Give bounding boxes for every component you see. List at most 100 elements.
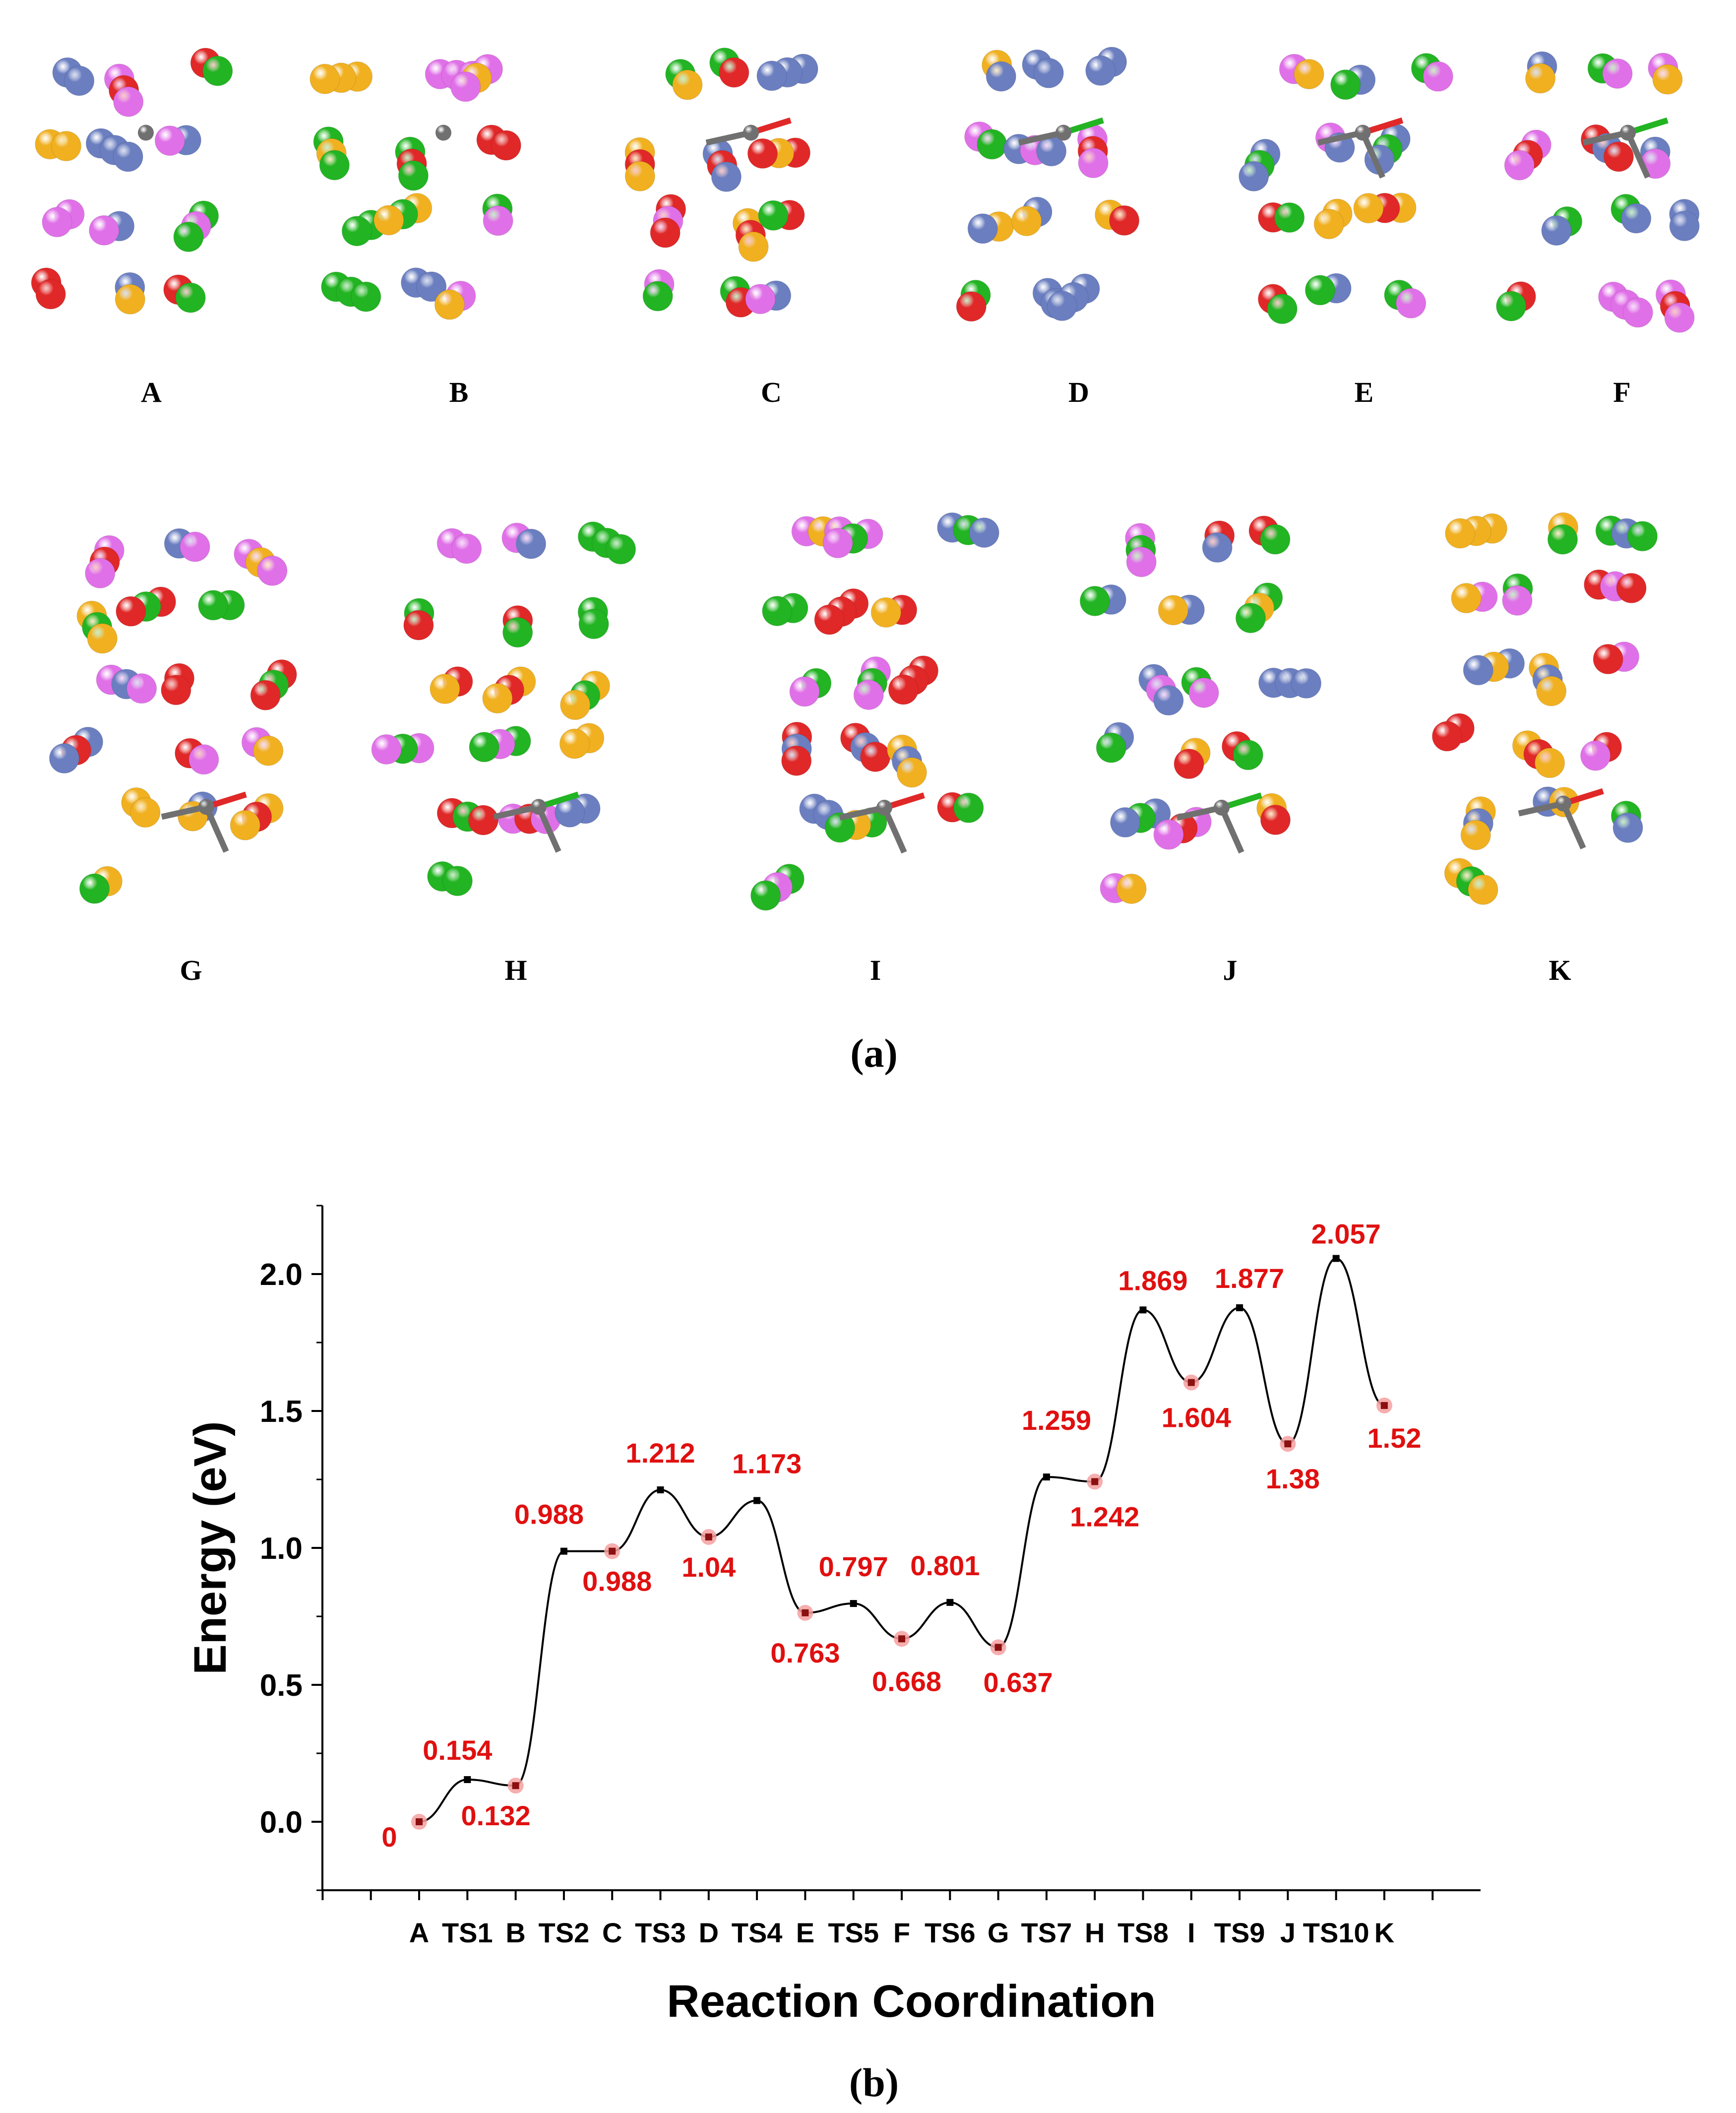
atom [1451,583,1482,614]
data-point [946,1599,954,1606]
atom [606,534,636,565]
data-label: 1.173 [732,1448,802,1479]
atom [745,284,776,315]
atom [1126,547,1157,577]
atom [1423,61,1453,92]
atom [1504,150,1535,181]
atom [1525,63,1556,94]
atom [1174,749,1204,779]
structure-H: H [371,521,636,986]
atom [560,690,591,720]
data-label: 1.869 [1118,1265,1187,1296]
atom [1669,211,1700,242]
atom [175,282,206,313]
atom [896,757,927,788]
atom [977,129,1007,160]
structure-G: G [49,528,297,986]
atom [1496,291,1527,321]
x-tick-label: J [1280,1917,1296,1948]
atom [860,741,891,772]
atom [624,161,655,192]
structure-label: K [1549,954,1571,986]
panel-a-structures: A B C D E F G H I J K [31,47,1700,986]
atom [51,131,81,162]
atom [89,215,120,246]
x-tick-label: B [505,1917,525,1948]
atom [1153,819,1184,850]
carbon-atom [1620,125,1636,141]
atom [672,69,703,100]
atom [442,866,473,896]
data-point [898,1635,905,1643]
x-tick-label: A [409,1917,429,1948]
atom [1536,676,1567,706]
atom [1079,585,1110,616]
data-label: 0.637 [984,1666,1053,1698]
data-label: 0 [381,1821,397,1853]
atom [434,289,465,320]
atom [113,141,143,172]
atom [1664,302,1695,333]
structure-label: C [761,376,782,408]
energy-curve [419,1257,1385,1823]
data-point [753,1497,761,1504]
atom [814,604,845,635]
atom [967,213,998,244]
data-point [1139,1306,1147,1314]
atom [1463,655,1493,686]
atom [1460,820,1491,850]
atom [253,735,284,766]
atom [341,216,372,247]
atom [1267,294,1298,324]
atom [1260,524,1291,555]
atom [502,617,533,648]
atom [79,873,110,904]
atom [1445,518,1476,549]
atom [35,279,66,310]
atom [1627,521,1658,552]
bond [1219,806,1244,854]
y-tick-label: 0.0 [260,1805,303,1840]
atom [1621,203,1652,234]
atom [371,734,402,765]
atom [430,673,460,704]
atom [1612,812,1643,843]
atom [230,810,260,840]
atom [1353,193,1384,224]
atom [1468,874,1498,905]
data-point [560,1547,567,1555]
carbon-atom [876,800,892,816]
atom [115,284,145,315]
panel-a-label: (a) [850,1030,898,1076]
atom [516,528,547,559]
atom [1294,59,1324,89]
data-label: 0.801 [910,1550,980,1581]
data-point [1284,1440,1292,1448]
carbon-atom [1214,800,1230,816]
atom [969,517,999,548]
atom [986,61,1016,92]
atom [559,728,590,759]
atom [1202,532,1233,563]
carbon-atom [138,125,154,141]
atom [126,673,157,704]
atom [1235,603,1266,634]
structure-J: J [1079,515,1322,986]
atom [173,221,204,252]
bond [1360,131,1385,179]
atom [198,590,229,621]
structure-C: C [624,47,818,408]
atom [49,743,80,774]
data-point [1332,1255,1340,1262]
y-tick-label: 1.0 [260,1532,303,1566]
structure-label: H [504,954,527,986]
atom [483,205,513,236]
atom [403,610,434,640]
x-tick-label: TS3 [635,1917,686,1948]
atom [42,207,72,238]
data-point [705,1533,712,1540]
x-tick-label: TS9 [1214,1917,1265,1948]
atom [1616,573,1647,603]
atom [1158,595,1188,626]
